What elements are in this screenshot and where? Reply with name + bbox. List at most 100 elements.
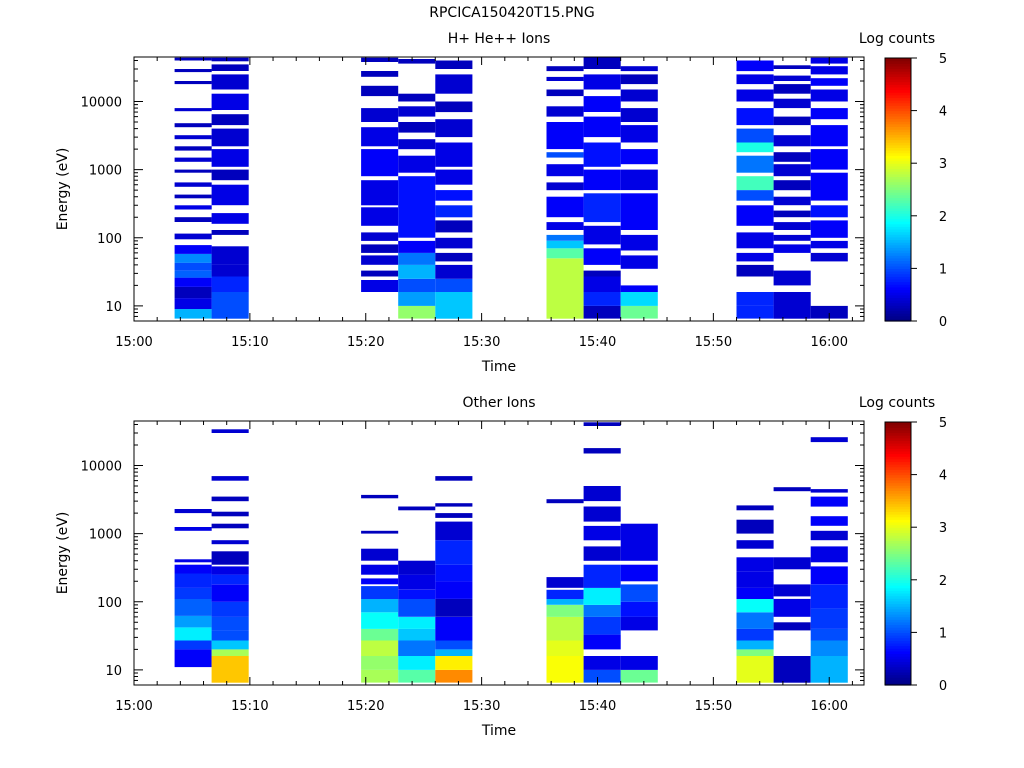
colorbar-segment	[885, 105, 911, 109]
x-tick-label: 15:20	[347, 335, 384, 350]
colorbar-segment	[885, 464, 911, 468]
colorbar-segment	[885, 79, 911, 83]
heatmap-cell	[435, 598, 473, 617]
heatmap-cell	[174, 123, 212, 128]
heatmap-cell	[546, 222, 584, 230]
y-tick-label: 1000	[89, 528, 122, 543]
x-tick-label: 15:40	[579, 335, 616, 350]
heatmap-cell	[736, 128, 774, 143]
colorbar-frame	[884, 57, 912, 322]
heatmap-cell	[583, 292, 621, 306]
colorbar-segment	[885, 485, 911, 489]
heatmap-cell	[736, 142, 774, 153]
heatmap-cell	[773, 164, 811, 177]
heatmap-cell	[810, 437, 848, 443]
heatmap-cell	[174, 57, 212, 61]
heatmap-cell	[211, 584, 249, 602]
colorbar-tick-label: 2	[939, 574, 947, 589]
colorbar-segment	[885, 102, 911, 106]
colorbar-segment	[885, 490, 911, 494]
heatmap-cell	[174, 169, 212, 173]
heatmap-cell	[773, 116, 811, 126]
heatmap-cell	[435, 649, 473, 656]
heatmap-cell	[546, 106, 584, 117]
colorbar-segment	[885, 569, 911, 573]
x-tick-label: 15:00	[115, 335, 152, 350]
heatmap-cell	[583, 270, 621, 277]
colorbar-segment	[885, 603, 911, 607]
colorbar-segment	[885, 231, 911, 235]
colorbar-segment	[885, 429, 911, 434]
colorbar-segment	[885, 200, 911, 204]
heatmap-cell	[773, 622, 811, 631]
heatmap-cell	[174, 157, 212, 162]
heatmap-cell	[361, 612, 399, 629]
heatmap-cell	[361, 548, 399, 561]
colorbar-segment	[885, 437, 911, 442]
colorbar-segment	[885, 150, 911, 154]
heatmap-cell	[773, 656, 811, 683]
heatmap-cell	[211, 540, 249, 545]
colorbar-segment	[885, 110, 911, 114]
heatmap-cell	[583, 225, 621, 245]
heatmap-cell	[583, 546, 621, 561]
heatmap-cell	[174, 277, 212, 287]
colorbar-segment	[885, 550, 911, 555]
colorbar-segment	[885, 60, 911, 64]
colorbar-tick-label: 5	[939, 52, 947, 67]
colorbar-segment	[885, 171, 911, 175]
heatmap-cell	[736, 305, 774, 319]
heatmap-cell	[361, 669, 399, 683]
colorbar-segment	[885, 611, 911, 615]
heatmap-cell	[174, 69, 212, 73]
heatmap-cell	[435, 669, 473, 683]
colorbar-segment	[885, 535, 911, 539]
heatmap-cell	[773, 244, 811, 253]
colorbar-segment	[885, 268, 911, 272]
heatmap-cell	[773, 210, 811, 218]
colorbar-segment	[885, 427, 911, 431]
colorbar-segment	[885, 123, 911, 127]
colorbar-segment	[885, 97, 911, 101]
heatmap-cell	[435, 581, 473, 599]
heatmap-cell	[773, 584, 811, 597]
colorbar-segment	[885, 71, 911, 75]
colorbar-segment	[885, 422, 911, 426]
colorbar-segment	[885, 144, 911, 149]
heatmap-cell	[435, 101, 473, 113]
heatmap-cell	[211, 496, 249, 502]
colorbar-segment	[885, 310, 911, 314]
heatmap-cell	[211, 601, 249, 617]
heatmap-cell	[810, 496, 848, 507]
colorbar-segment	[885, 540, 911, 544]
colorbar-segment	[885, 294, 911, 298]
colorbar-segment	[885, 192, 911, 196]
heatmap-cell	[736, 292, 774, 306]
heatmap-cell	[435, 169, 473, 185]
colorbar-segment	[885, 176, 911, 180]
colorbar-segment	[885, 118, 911, 122]
heatmap-cell	[361, 494, 399, 499]
heatmap-cell	[620, 584, 658, 602]
heatmap-cell	[620, 234, 658, 251]
heatmap-cell	[810, 628, 848, 641]
heatmap-cell	[773, 292, 811, 319]
colorbar-segment	[885, 616, 911, 620]
colorbar-segment	[885, 621, 911, 626]
heatmap-cell	[773, 222, 811, 230]
colorbar-segment	[885, 63, 911, 67]
colorbar-segment	[885, 284, 911, 288]
colorbar-tick-label: 0	[939, 315, 947, 330]
heatmap-cell	[810, 89, 848, 102]
x-tick-label: 15:20	[347, 699, 384, 714]
heatmap-cell	[398, 155, 436, 173]
colorbar-segment	[885, 635, 911, 639]
heatmap-cell	[211, 551, 249, 565]
heatmap-cell	[583, 656, 621, 670]
heatmap-cell	[361, 85, 399, 97]
spectrogram-panel-2: 15:00 15:10 15:20 15:30 15:40 15:50 16:0010100…	[55, 395, 947, 739]
x-tick-label: 15:50	[695, 335, 732, 350]
heatmap-cell	[211, 246, 249, 265]
heatmap-cell	[398, 506, 436, 511]
heatmap-cell	[174, 146, 212, 151]
